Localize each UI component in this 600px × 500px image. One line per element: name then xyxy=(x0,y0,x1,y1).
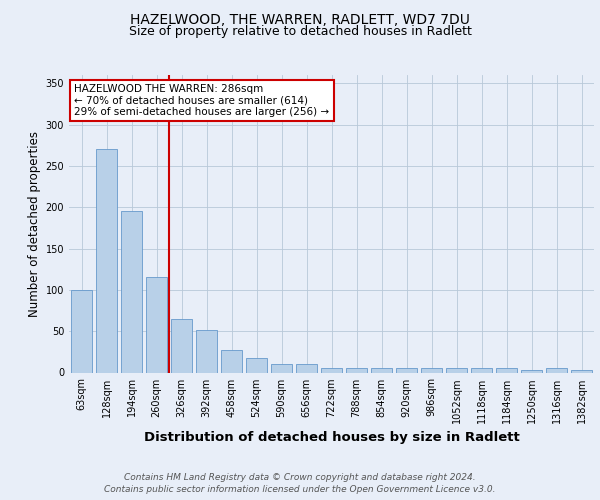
Bar xyxy=(471,368,492,372)
Text: Contains public sector information licensed under the Open Government Licence v3: Contains public sector information licen… xyxy=(104,485,496,494)
Bar xyxy=(521,370,542,372)
Bar xyxy=(346,368,367,372)
Text: HAZELWOOD, THE WARREN, RADLETT, WD7 7DU: HAZELWOOD, THE WARREN, RADLETT, WD7 7DU xyxy=(130,12,470,26)
Text: Size of property relative to detached houses in Radlett: Size of property relative to detached ho… xyxy=(128,25,472,38)
Bar xyxy=(196,330,217,372)
Bar xyxy=(121,212,142,372)
Bar xyxy=(371,368,392,372)
Bar xyxy=(146,278,167,372)
Bar xyxy=(546,368,567,372)
Bar xyxy=(171,319,192,372)
Bar xyxy=(396,368,417,372)
Bar xyxy=(421,368,442,372)
Text: HAZELWOOD THE WARREN: 286sqm
← 70% of detached houses are smaller (614)
29% of s: HAZELWOOD THE WARREN: 286sqm ← 70% of de… xyxy=(74,84,329,117)
Bar xyxy=(96,150,117,372)
Y-axis label: Number of detached properties: Number of detached properties xyxy=(28,130,41,317)
Bar xyxy=(296,364,317,372)
Text: Contains HM Land Registry data © Crown copyright and database right 2024.: Contains HM Land Registry data © Crown c… xyxy=(124,472,476,482)
Bar xyxy=(571,370,592,372)
X-axis label: Distribution of detached houses by size in Radlett: Distribution of detached houses by size … xyxy=(143,431,520,444)
Bar xyxy=(221,350,242,372)
Bar xyxy=(321,368,342,372)
Bar xyxy=(71,290,92,372)
Bar xyxy=(496,368,517,372)
Bar xyxy=(271,364,292,372)
Bar xyxy=(246,358,267,372)
Bar xyxy=(446,368,467,372)
